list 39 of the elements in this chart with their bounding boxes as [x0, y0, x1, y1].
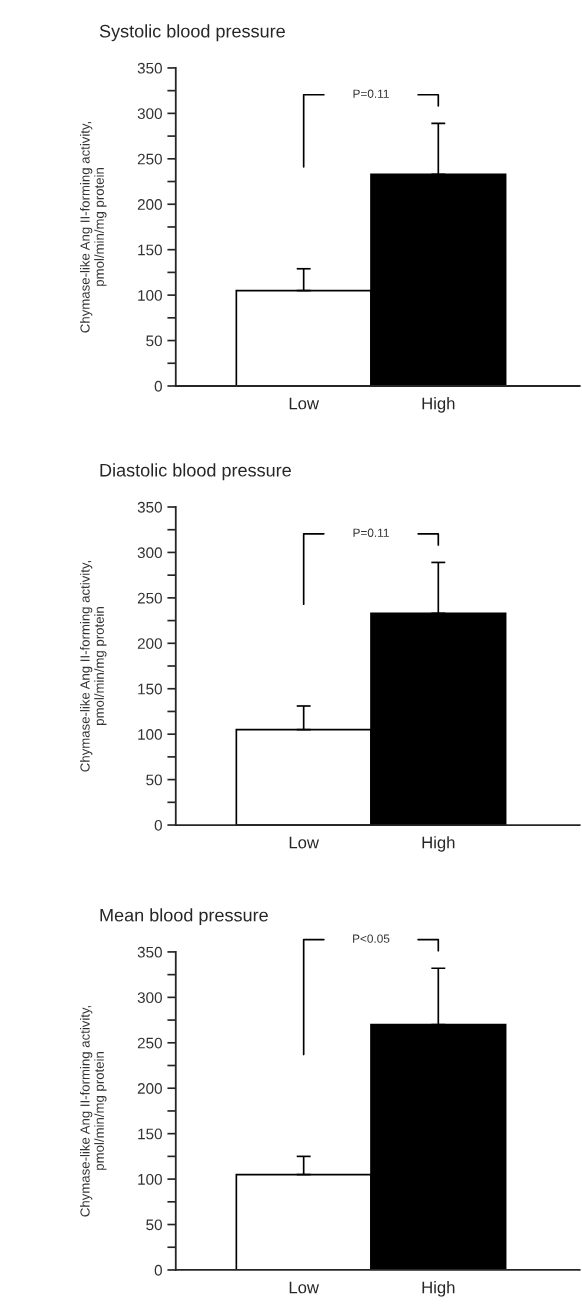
- text: P<0.05: [353, 934, 390, 943]
- annotation: P=0.11: [353, 89, 389, 98]
- y-tick-label: 0: [154, 819, 162, 831]
- y-tick-label: 100: [138, 729, 162, 740]
- y-tick-label: 150: [138, 683, 162, 695]
- y-tick-label: 350: [137, 62, 162, 74]
- x-tick-label: High: [422, 397, 455, 413]
- y-tick-label: 200: [137, 199, 162, 210]
- y-tick-label: 200: [137, 638, 162, 649]
- y-tick-label: 50: [146, 1219, 162, 1231]
- y-tick-label: 100: [138, 289, 162, 301]
- chart-title: Mean blood pressure: [100, 908, 268, 926]
- y-tick-label: 350: [137, 501, 162, 513]
- y-tick-label: 200: [137, 1083, 162, 1094]
- y-tick-label: 250: [137, 592, 162, 604]
- y-tick-label: 0: [154, 1264, 162, 1276]
- x-tick-label: High: [422, 1281, 455, 1297]
- y-axis-title: Chymase-like Ang II-forming activity, pmol/min/mg protein: [80, 121, 107, 333]
- y-tick-label: 300: [137, 992, 162, 1004]
- x-tick-label: High: [422, 836, 455, 852]
- y-tick-label: 250: [137, 153, 162, 165]
- x-tick-label: Low: [289, 836, 319, 849]
- y-tick-label: 250: [137, 1037, 162, 1049]
- x-tick-label: Low: [289, 1281, 319, 1294]
- y-tick-label: 150: [138, 244, 162, 256]
- y-tick-label: 50: [146, 774, 162, 786]
- y-tick-label: 100: [138, 1173, 162, 1185]
- x-tick-label: Low: [289, 397, 319, 410]
- chart-title: Diastolic blood pressure: [100, 463, 291, 481]
- y-tick-label: 50: [146, 335, 162, 347]
- y-tick-label: 300: [137, 108, 162, 120]
- y-axis-title: Chymase-like Ang II-forming activity, pmol/min/mg protein: [80, 1005, 107, 1217]
- chart-title: Systolic blood pressure: [99, 24, 285, 42]
- y-axis-title: Chymase-like Ang II-forming activity, pmol/min/mg protein: [80, 560, 107, 772]
- annotation: P=0.11: [353, 528, 389, 537]
- y-tick-label: 150: [138, 1128, 162, 1140]
- y-tick-label: 350: [137, 946, 162, 958]
- y-tick-label: 0: [154, 380, 162, 392]
- y-tick-label: 300: [137, 547, 162, 559]
